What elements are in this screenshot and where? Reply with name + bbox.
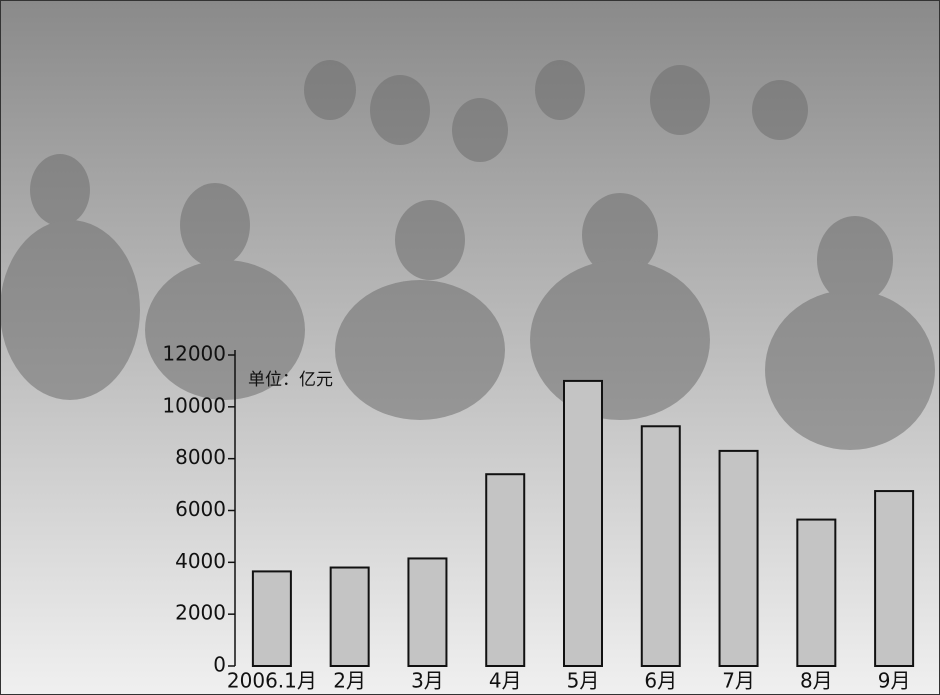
bar <box>251 570 292 668</box>
y-tick-label: 12000 <box>162 342 226 366</box>
x-tick-label: 5月 <box>567 669 600 693</box>
y-tick-label: 10000 <box>162 393 226 417</box>
x-tick-label: 9月 <box>878 669 911 693</box>
y-tick-label: 2000 <box>175 601 226 625</box>
x-tick-label: 6月 <box>644 669 677 693</box>
unit-label: 单位：亿元 <box>248 370 333 390</box>
bar <box>640 425 681 668</box>
y-tick-label: 6000 <box>175 497 226 521</box>
bar <box>874 490 915 667</box>
y-tick-label: 4000 <box>175 549 226 573</box>
bar <box>407 557 448 668</box>
x-tick-label: 3月 <box>411 669 444 693</box>
photo-figures <box>0 60 935 450</box>
bar <box>796 518 837 668</box>
x-tick-label: 7月 <box>722 669 755 693</box>
x-tick-label: 2006.1月 <box>227 669 317 693</box>
bar <box>485 473 526 668</box>
bar <box>563 379 603 667</box>
y-tick-label: 0 <box>213 653 226 677</box>
x-tick-label: 8月 <box>800 669 833 693</box>
y-tick-label: 8000 <box>175 445 226 469</box>
bar <box>329 566 370 667</box>
x-tick-label: 4月 <box>489 669 522 693</box>
bar <box>718 449 759 667</box>
x-tick-label: 2月 <box>333 669 366 693</box>
